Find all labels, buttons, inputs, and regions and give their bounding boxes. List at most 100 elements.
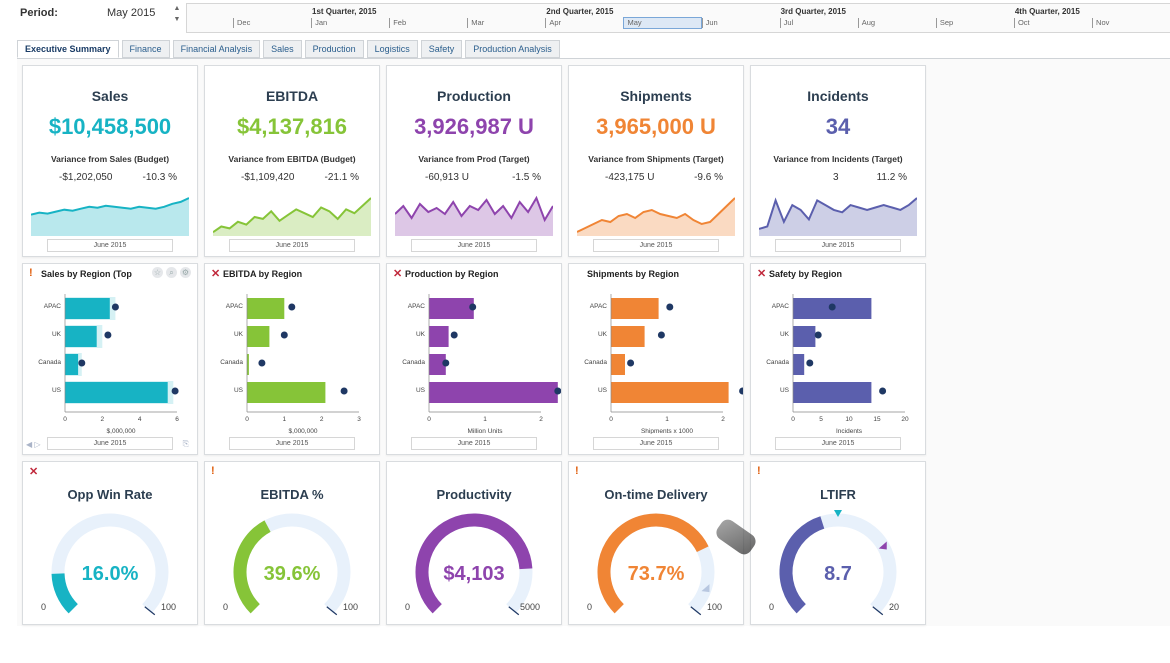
bar-apac[interactable] [247, 298, 285, 319]
month-jan[interactable]: Jan [311, 18, 327, 28]
period-value[interactable]: May 2015 [107, 7, 156, 19]
tick-label: 2 [320, 416, 324, 423]
bar-uk[interactable] [429, 326, 449, 347]
bar-us[interactable] [65, 382, 168, 403]
warning-icon: ! [211, 465, 215, 477]
month-dec[interactable]: Dec [233, 18, 250, 28]
gauge-max: 5000 [520, 602, 541, 612]
chart-title: Safety by Region [769, 269, 843, 279]
bar-uk[interactable] [793, 326, 816, 347]
gauge-min: 0 [405, 602, 411, 612]
variance-absolute: -$1,109,420 [241, 172, 295, 183]
export-icon[interactable]: ⎘ [182, 439, 189, 448]
chart-title: EBITDA by Region [223, 269, 303, 279]
bar-chart: APAC UK Canada US 0 1 2 Shipments x 1000 [584, 294, 743, 434]
period-footer: June 2015 [411, 437, 537, 450]
region-chart-3[interactable]: Shipments by Region APAC UK Canada US 0 1 2 Ship… [568, 263, 744, 455]
tab-bar: Executive Summary Finance Financial Analys… [17, 40, 563, 58]
category-label: Canada [584, 359, 607, 366]
tick-label: 3 [357, 416, 361, 423]
variance-percent: -9.6 % [694, 172, 723, 183]
gauge-title: LTIFR [820, 487, 856, 502]
bar-apac[interactable] [429, 298, 474, 319]
settings-icon[interactable]: ⚙ [180, 267, 191, 278]
tab-safety[interactable]: Safety [420, 40, 463, 58]
region-chart-4[interactable]: ✕ Safety by Region APAC UK Canada US 0 5 10 15 20 I… [750, 263, 926, 455]
bar-us[interactable] [793, 382, 872, 403]
marker-dot [739, 387, 743, 395]
month-aug[interactable]: Aug [857, 18, 875, 28]
sparkline-line [395, 195, 553, 223]
month-nov[interactable]: Nov [1092, 18, 1109, 28]
tab-production[interactable]: Production [304, 40, 364, 58]
period-footer: June 2015 [229, 239, 355, 252]
tab-sales[interactable]: Sales [263, 40, 302, 58]
kpi-card-sales[interactable]: Sales $10,458,500 Variance from Sales (Bud… [22, 65, 198, 257]
period-spinner[interactable]: ▲ ▼ [172, 3, 182, 27]
variance-absolute: -423,175 U [605, 172, 655, 183]
warning-icon: ! [29, 267, 33, 279]
bar-us[interactable] [611, 382, 729, 403]
month-jul[interactable]: Jul [779, 18, 793, 28]
zoom-icon[interactable]: ⌕ [166, 267, 177, 278]
category-label: US [416, 387, 426, 394]
sparkline-area [577, 198, 735, 236]
tick-label: 2 [101, 416, 105, 423]
month-jun[interactable]: Jun [701, 18, 718, 28]
gauge-card-1[interactable]: ! EBITDA % 39.6% 0 100 [204, 461, 380, 625]
gauge-card-3[interactable]: ! On-time Delivery 73.7% 0 100 [568, 461, 744, 625]
sparkline-line [759, 197, 917, 230]
tab-financial-analysis[interactable]: Financial Analysis [172, 40, 261, 58]
bar-canada[interactable] [247, 354, 249, 375]
bar-apac[interactable] [65, 298, 110, 319]
marker-dot [78, 359, 86, 367]
bar-uk[interactable] [611, 326, 645, 347]
kpi-card-incidents[interactable]: Incidents 34 Variance from Incidents (Targ… [750, 65, 926, 257]
spin-down-icon[interactable]: ▼ [173, 16, 181, 23]
pager-arrows-icon[interactable]: ◀ ▷ [26, 440, 41, 449]
tick-label: 2 [539, 416, 543, 423]
month-sep[interactable]: Sep [935, 18, 953, 28]
month-apr[interactable]: Apr [545, 18, 561, 28]
kpi-card-production[interactable]: Production 3,926,987 U Variance from Prod … [386, 65, 562, 257]
gauge-card-4[interactable]: ! LTIFR 8.7 0 20 [750, 461, 926, 625]
sparkline-line [577, 197, 735, 233]
month-feb[interactable]: Feb [389, 18, 406, 28]
gauge-card-0[interactable]: ✕ Opp Win Rate 16.0% 0 100 [22, 461, 198, 625]
kpi-card-shipments[interactable]: Shipments 3,965,000 U Variance from Shipme… [568, 65, 744, 257]
bar-uk[interactable] [247, 326, 270, 347]
bar-apac[interactable] [611, 298, 659, 319]
tab-divider [17, 58, 1170, 59]
tab-production-analysis[interactable]: Production Analysis [465, 40, 560, 58]
region-chart-1[interactable]: ✕ EBITDA by Region APAC UK Canada US 0 1 2 3 $,000… [204, 263, 380, 455]
axis-unit: $,000,000 [107, 428, 136, 434]
bar-us[interactable] [429, 382, 558, 403]
bar-uk[interactable] [65, 326, 97, 347]
tick-label: 1 [483, 416, 487, 423]
tick-label: 5 [819, 416, 823, 423]
month-oct[interactable]: Oct [1013, 18, 1030, 28]
bar-us[interactable] [247, 382, 326, 403]
period-timeline[interactable]: 1st Quarter, 2015 2nd Quarter, 2015 3rd Qu… [186, 3, 1170, 33]
star-icon[interactable]: ☆ [152, 267, 163, 278]
region-chart-0[interactable]: ! Sales by Region (Top ☆ ⌕ ⚙ ◀ ▷ ⎘ APAC UK Canada… [22, 263, 198, 455]
bar-canada[interactable] [793, 354, 805, 375]
gauge-card-2[interactable]: Productivity $4,103 0 5000 [386, 461, 562, 625]
month-mar[interactable]: Mar [467, 18, 484, 28]
spin-up-icon[interactable]: ▲ [173, 5, 181, 12]
month-may[interactable]: May [623, 17, 703, 29]
kpi-card-ebitda[interactable]: EBITDA $4,137,816 Variance from EBITDA (Bu… [204, 65, 380, 257]
bar-canada[interactable] [429, 354, 446, 375]
region-chart-2[interactable]: ✕ Production by Region APAC UK Canada US 0 1 2 Mi… [386, 263, 562, 455]
axis-unit: Incidents [836, 428, 863, 434]
marker-dot [258, 359, 266, 367]
kpi-value: $4,137,816 [236, 114, 348, 139]
bar-canada[interactable] [65, 354, 79, 375]
bar-canada[interactable] [611, 354, 625, 375]
tab-executive-summary[interactable]: Executive Summary [17, 40, 119, 58]
category-label: UK [234, 331, 244, 338]
tab-logistics[interactable]: Logistics [366, 40, 418, 58]
tab-finance[interactable]: Finance [121, 40, 170, 58]
variance-label: Variance from Prod (Target) [418, 154, 530, 164]
warning-icon: ! [575, 465, 579, 477]
